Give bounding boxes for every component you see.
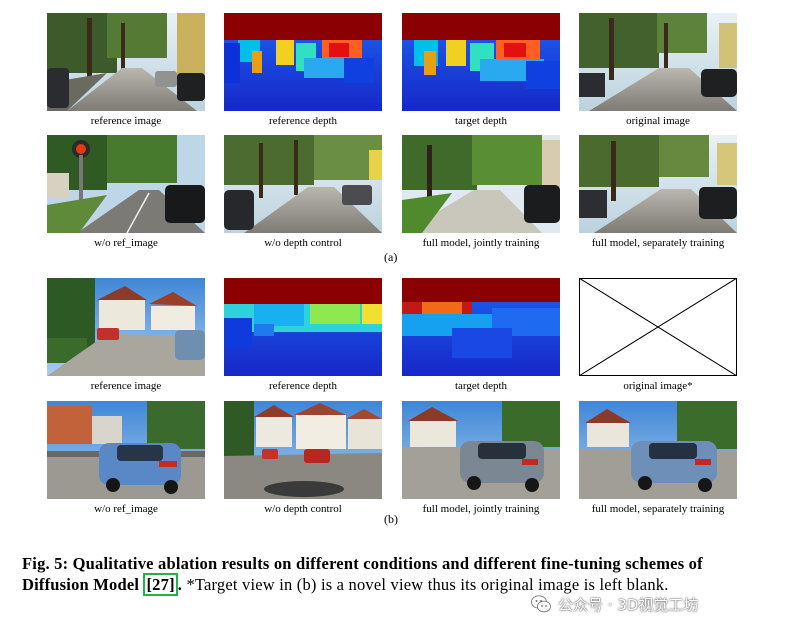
depth-map-image: [402, 278, 560, 376]
caption-a-2-2: w/o depth control: [264, 237, 342, 249]
subfigure-label-a: (a): [384, 250, 398, 264]
citation-number: 27: [152, 575, 170, 594]
caption-b-1-2: reference depth: [268, 380, 338, 392]
street-scene-image: [47, 401, 205, 499]
street-scene-image: [402, 135, 560, 233]
citation-link[interactable]: [27]: [143, 573, 178, 596]
figure-caption: Fig. 5: Qualitative ablation results on …: [22, 553, 774, 596]
caption-a-1-2: reference depth: [268, 115, 338, 127]
watermark: 公众号 · 3D视觉工坊: [530, 592, 698, 616]
depth-map-image: [224, 278, 382, 376]
caption-b-2-2: w/o depth control: [264, 503, 342, 515]
caption-b-2-1: w/o ref_image: [94, 503, 158, 515]
blank-placeholder-icon: [579, 278, 737, 376]
caption-a-2-4: full model, separately training: [591, 237, 725, 249]
caption-note: *Target view in (b) is a novel view thus…: [186, 575, 669, 594]
subfigure-label-b: (b): [384, 512, 398, 526]
street-scene-image: [402, 401, 560, 499]
street-scene-image: [224, 401, 382, 499]
caption-a-2-3: full model, jointly training: [422, 237, 540, 249]
street-scene-image: [47, 278, 205, 376]
caption-period: .: [177, 575, 183, 594]
street-scene-image: [47, 13, 205, 111]
street-scene-image: [224, 135, 382, 233]
caption-a-2-1: w/o ref_image: [94, 237, 158, 249]
caption-a-1-1: reference image: [90, 115, 162, 127]
caption-b-2-4: full model, separately training: [591, 503, 725, 515]
street-scene-image: [47, 135, 205, 233]
caption-a-1-3: target depth: [454, 115, 508, 127]
caption-bold-text: Qualitative ablation results on differen…: [22, 554, 703, 594]
street-scene-image: [579, 135, 737, 233]
street-scene-image: [579, 401, 737, 499]
caption-fig-label: Fig. 5:: [22, 554, 69, 573]
caption-b-1-4: original image*: [623, 380, 693, 392]
watermark-text: 公众号 · 3D视觉工坊: [558, 595, 699, 614]
figure: reference image reference depth: [47, 13, 737, 526]
street-scene-image: [579, 13, 737, 111]
caption-b-2-3: full model, jointly training: [422, 503, 540, 515]
caption-b-1-1: reference image: [90, 380, 162, 392]
wechat-logo-icon: [531, 595, 551, 613]
depth-map-image: [402, 13, 560, 111]
depth-map-image: [224, 13, 382, 111]
caption-b-1-3: target depth: [454, 380, 508, 392]
caption-a-1-4: original image: [626, 115, 690, 127]
